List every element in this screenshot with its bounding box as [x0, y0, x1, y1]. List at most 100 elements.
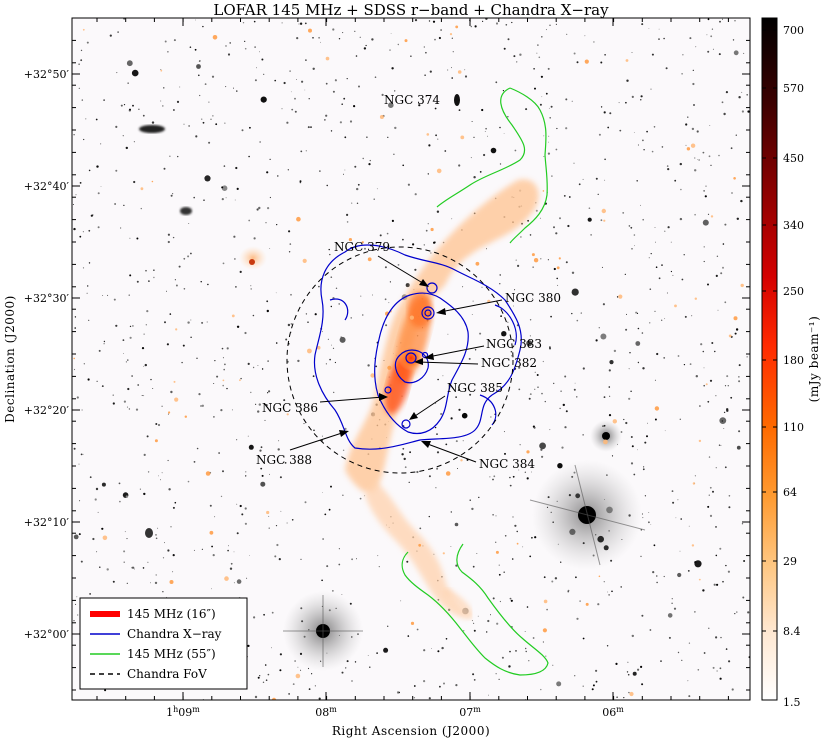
colorbar-tick-label: 450: [783, 152, 804, 165]
background-star: [78, 87, 80, 89]
background-star: [665, 67, 668, 70]
background-star: [643, 149, 645, 151]
radio-point-source: [455, 25, 459, 29]
background-star: [274, 79, 277, 82]
background-star: [552, 664, 554, 666]
background-star: [687, 680, 689, 682]
background-star: [620, 586, 622, 588]
background-star: [288, 251, 291, 253]
background-star: [353, 105, 356, 108]
background-star: [588, 207, 591, 209]
background-star: [470, 25, 473, 28]
radio-point-source: [694, 297, 697, 300]
background-star: [103, 340, 106, 343]
background-star: [369, 159, 371, 162]
background-star: [222, 470, 224, 473]
y-tick-label: +32°50′: [24, 68, 70, 81]
background-star: [679, 418, 681, 420]
background-star: [650, 88, 652, 90]
background-star: [335, 287, 338, 289]
background-star: [492, 151, 494, 154]
arrowhead-ngc384: [421, 441, 431, 448]
background-star: [305, 313, 308, 315]
background-star: [182, 344, 185, 347]
radio-point-source: [160, 69, 163, 72]
background-star: [254, 46, 256, 48]
background-star: [391, 67, 394, 70]
background-star: [651, 150, 654, 153]
galaxy-label-ngc388: NGC 388: [256, 453, 312, 467]
background-star: [707, 283, 709, 286]
background-star: [330, 305, 332, 308]
galaxy-label-ngc384: NGC 384: [479, 457, 535, 471]
background-star: [168, 488, 171, 491]
background-star: [609, 395, 611, 397]
background-star: [257, 676, 260, 679]
background-star: [271, 647, 272, 649]
background-star: [687, 570, 690, 572]
background-star: [338, 548, 340, 550]
background-star: [112, 402, 115, 405]
colorbar-tick-label: 180: [783, 354, 804, 367]
background-star: [625, 328, 628, 331]
background-star: [699, 405, 701, 407]
background-star: [458, 109, 461, 111]
background-star: [704, 195, 707, 198]
figure-title: LOFAR 145 MHz + SDSS r−band + Chandra X−…: [213, 1, 609, 19]
background-star: [381, 93, 384, 96]
background-star: [489, 476, 491, 478]
background-star: [82, 267, 85, 269]
background-star: [428, 20, 431, 22]
background-star: [167, 413, 169, 415]
background-star: [694, 169, 697, 172]
background-star: [590, 234, 592, 236]
background-star: [356, 187, 359, 191]
background-star: [256, 208, 259, 211]
background-star: [249, 555, 251, 556]
background-star: [331, 344, 332, 346]
background-star: [423, 680, 426, 683]
background-star: [341, 103, 344, 105]
background-star: [509, 650, 511, 653]
background-star: [693, 104, 695, 106]
background-star: [383, 647, 389, 653]
arrowhead-ngc379: [419, 279, 429, 287]
background-star: [543, 576, 546, 579]
background-star: [325, 363, 327, 365]
background-star: [369, 666, 371, 668]
background-star: [268, 390, 271, 393]
background-star: [695, 46, 697, 48]
background-star: [723, 112, 726, 116]
background-star: [451, 77, 454, 79]
background-star: [269, 158, 271, 160]
background-star: [435, 134, 437, 137]
radio-point-source: [231, 314, 235, 318]
background-star: [436, 433, 438, 435]
background-star: [258, 403, 261, 406]
background-star: [179, 86, 181, 88]
background-star: [692, 82, 695, 86]
background-star: [161, 472, 163, 474]
background-star: [202, 121, 205, 124]
background-star: [190, 252, 192, 255]
background-star: [187, 321, 190, 324]
background-star: [681, 278, 684, 281]
background-star: [131, 69, 139, 77]
background-star: [211, 545, 214, 548]
background-star: [609, 112, 612, 115]
background-star: [653, 126, 656, 128]
background-star: [277, 175, 279, 177]
background-star: [114, 203, 116, 205]
background-star: [440, 412, 443, 416]
background-star: [564, 426, 567, 429]
background-star: [264, 664, 267, 666]
background-star: [611, 590, 613, 593]
background-star: [164, 542, 165, 544]
background-star: [672, 501, 675, 504]
background-star: [123, 353, 124, 354]
background-star: [249, 126, 251, 129]
background-star: [73, 620, 75, 622]
background-star: [224, 122, 226, 124]
background-star: [613, 349, 617, 353]
background-star: [97, 192, 100, 195]
